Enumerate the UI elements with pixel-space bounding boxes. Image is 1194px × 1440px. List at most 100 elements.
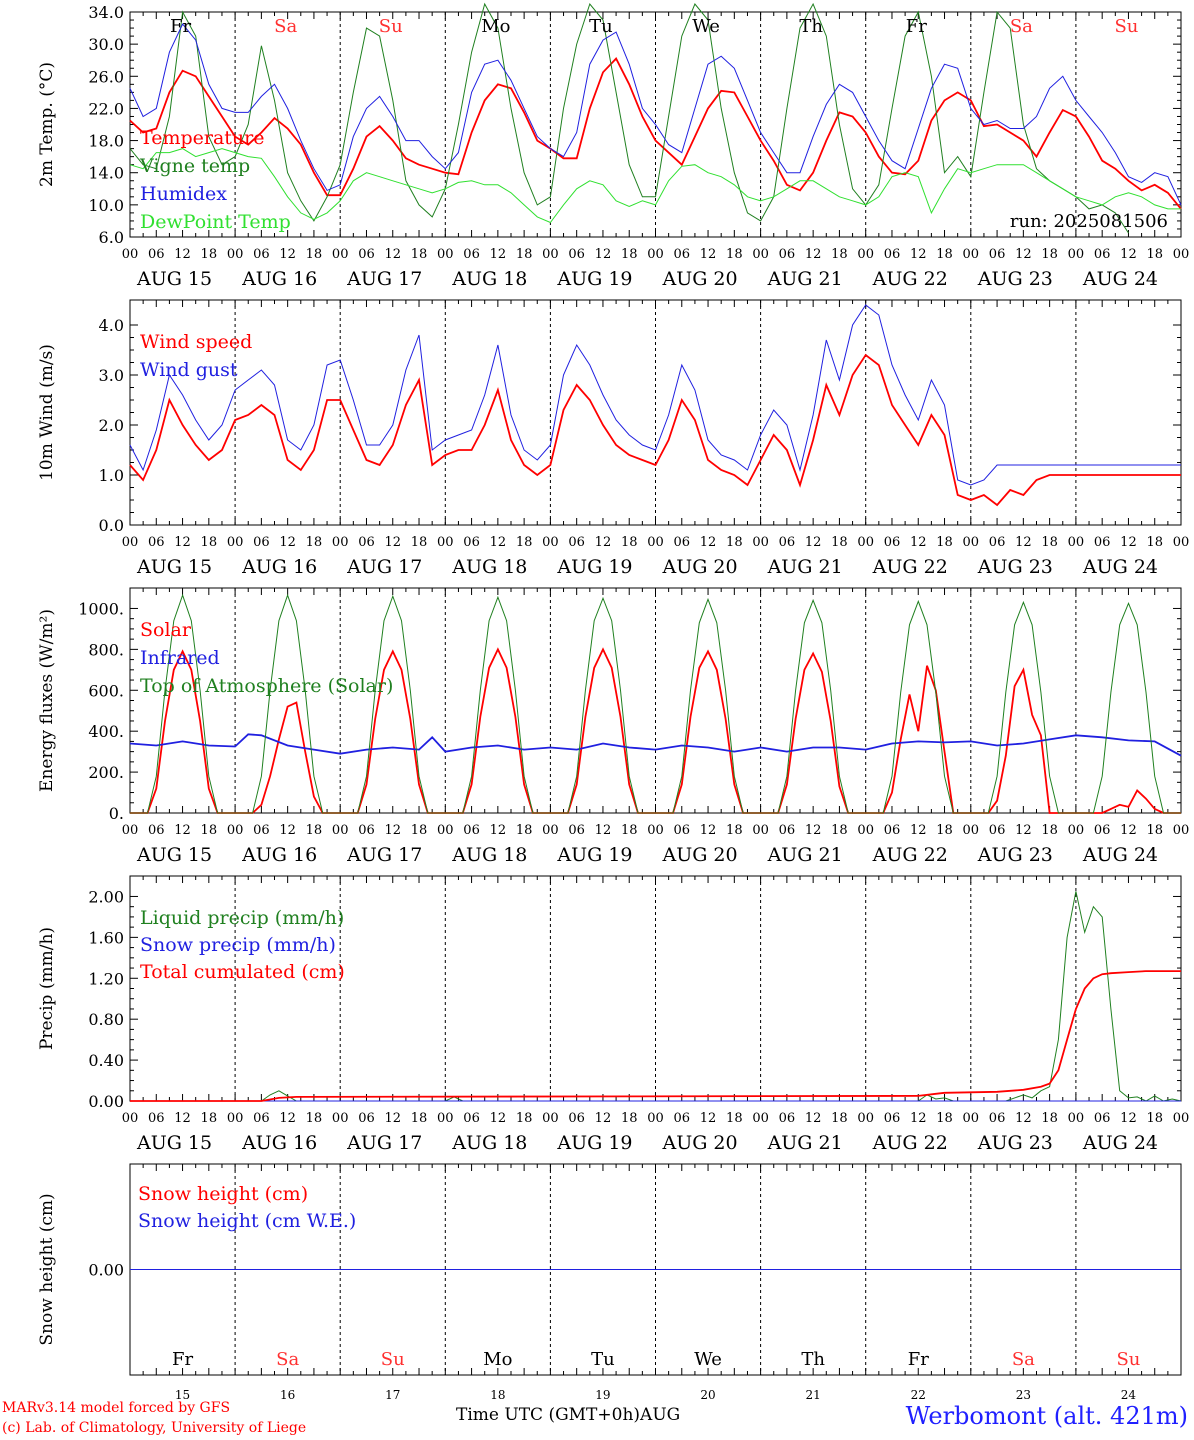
hour-label: 00 [647, 247, 664, 262]
date-label: AUG 16 [241, 1132, 317, 1154]
hour-label: 00 [963, 247, 980, 262]
y-tick-label: 22.0 [88, 99, 124, 118]
day-number: 24 [1121, 1388, 1137, 1402]
hour-label: 00 [963, 823, 980, 838]
y-tick-label: 4.0 [99, 316, 124, 335]
day-label: Su [1114, 16, 1138, 37]
hour-label: 18 [306, 247, 323, 262]
date-label: AUG 22 [872, 556, 948, 578]
legend-entry: Top of Atmosphere (Solar) [140, 675, 393, 697]
hour-label: 00 [857, 823, 874, 838]
hour-label: 12 [490, 535, 507, 550]
hour-label: 00 [1068, 1111, 1085, 1126]
day-number: 21 [806, 1388, 821, 1402]
day-label: Th [801, 1349, 825, 1370]
hour-label: 00 [647, 1111, 664, 1126]
date-label: AUG 18 [451, 1132, 527, 1154]
series-line-humidex [129, 23, 1182, 206]
hour-label: 06 [358, 247, 375, 262]
y-tick-label: 600. [88, 681, 124, 700]
hour-label: 06 [779, 535, 796, 550]
y-tick-label: 34.0 [88, 3, 124, 22]
day-label: Fr [172, 1349, 193, 1370]
hour-label: 00 [1173, 823, 1190, 838]
day-label: Su [379, 16, 403, 37]
hour-label: 18 [306, 1111, 323, 1126]
hour-label: 06 [674, 1111, 691, 1126]
hour-label: 00 [963, 535, 980, 550]
hour-label: 18 [516, 823, 533, 838]
hour-label: 06 [1094, 823, 1111, 838]
x-axis-title-text: Time UTC (GMT+0h) [456, 1405, 641, 1425]
date-label: AUG 21 [767, 1132, 843, 1154]
hour-label: 00 [752, 823, 769, 838]
hour-label: 06 [884, 247, 901, 262]
date-label: AUG 19 [556, 844, 632, 866]
date-label: AUG 17 [346, 556, 422, 578]
day-label: Tu [589, 16, 613, 37]
hour-label: 00 [752, 247, 769, 262]
hour-label: 00 [437, 247, 454, 262]
legend-entry: Temperature [140, 127, 264, 149]
hour-label: 12 [910, 535, 927, 550]
date-label: AUG 22 [872, 1132, 948, 1154]
day-label: We [694, 1349, 722, 1370]
day-number: 15 [175, 1388, 190, 1402]
hour-label: 06 [568, 823, 585, 838]
hour-label: 12 [490, 1111, 507, 1126]
hour-label: 00 [122, 823, 139, 838]
date-label: AUG 18 [451, 844, 527, 866]
hour-label: 00 [332, 823, 349, 838]
y-axis-label: Precip (mm/h) [37, 927, 57, 1050]
hour-label: 18 [1146, 1111, 1163, 1126]
hour-label: 12 [700, 247, 717, 262]
date-label: AUG 21 [767, 268, 843, 290]
date-label: AUG 23 [977, 268, 1053, 290]
hour-label: 18 [726, 823, 743, 838]
hour-label: 18 [936, 823, 953, 838]
day-label: Fr [906, 16, 927, 37]
hour-label: 18 [831, 247, 848, 262]
y-tick-label: 14.0 [88, 164, 124, 183]
y-axis-label: Energy fluxes (W/m²) [37, 609, 57, 792]
day-number: 19 [595, 1388, 610, 1402]
hour-label: 18 [1041, 823, 1058, 838]
hour-label: 06 [148, 823, 165, 838]
hour-label: 06 [1094, 247, 1111, 262]
hour-label: 06 [779, 823, 796, 838]
hour-label: 00 [332, 535, 349, 550]
hour-label: 18 [516, 535, 533, 550]
day-label: Sa [1012, 1349, 1035, 1370]
day-label: Fr [170, 16, 191, 37]
hour-label: 12 [384, 1111, 401, 1126]
hour-label: 06 [253, 1111, 270, 1126]
hour-label: 06 [989, 823, 1006, 838]
legend-entry: Vigne temp [139, 155, 250, 177]
hour-label: 12 [805, 535, 822, 550]
series-line-top-of-atmosphere-solar- [130, 593, 1181, 814]
series-line-dewpoint-temp [129, 148, 1181, 224]
y-tick-label: 0.0 [99, 516, 124, 535]
date-label: AUG 20 [661, 268, 737, 290]
series-line-wind-speed [129, 353, 1181, 507]
model-credit: MARv3.14 model forced by GFS [2, 1400, 231, 1416]
day-number: 23 [1016, 1388, 1031, 1402]
hour-label: 06 [779, 247, 796, 262]
hour-label: 06 [148, 247, 165, 262]
hour-label: 12 [279, 1111, 296, 1126]
hour-label: 18 [831, 823, 848, 838]
y-tick-label: 2.00 [88, 887, 124, 906]
hour-label: 18 [411, 1111, 428, 1126]
y-tick-label: 2.0 [99, 416, 124, 435]
hour-label: 12 [490, 823, 507, 838]
legend-entry: Liquid precip (mm/h) [140, 907, 344, 929]
y-tick-label: 0. [109, 804, 124, 823]
y-tick-label: 1.20 [88, 969, 124, 988]
hour-label: 00 [332, 1111, 349, 1126]
date-label: AUG 15 [136, 556, 212, 578]
hour-label: 00 [857, 247, 874, 262]
day-number: 18 [490, 1388, 505, 1402]
hour-label: 18 [621, 535, 638, 550]
hour-label: 00 [1068, 823, 1085, 838]
hour-label: 12 [384, 535, 401, 550]
